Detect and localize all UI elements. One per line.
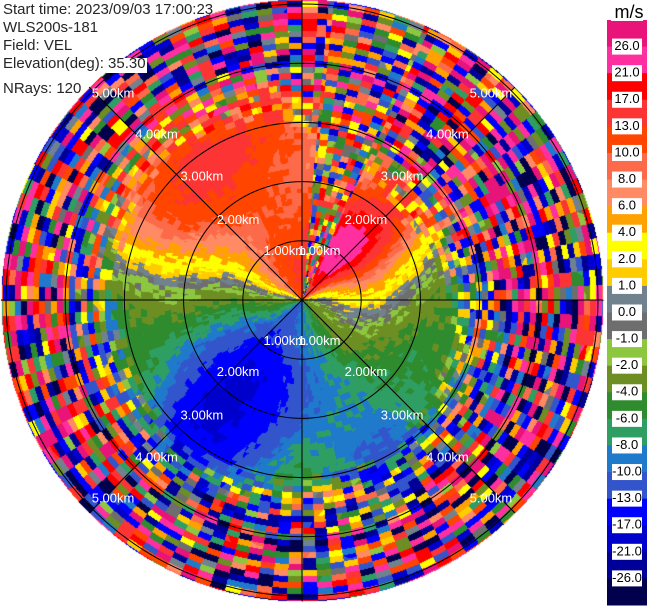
- svg-text:2.00km: 2.00km: [345, 212, 388, 227]
- svg-text:5.00km: 5.00km: [92, 85, 135, 100]
- svg-text:2.00km: 2.00km: [217, 364, 260, 379]
- svg-text:13.0: 13.0: [614, 118, 639, 133]
- svg-text:5.00km: 5.00km: [92, 491, 135, 506]
- svg-text:-1.0: -1.0: [616, 331, 638, 346]
- svg-text:21.0: 21.0: [614, 65, 639, 80]
- svg-text:1.0: 1.0: [618, 277, 636, 292]
- svg-text:1.00km: 1.00km: [298, 243, 341, 258]
- svg-text:-2.0: -2.0: [616, 357, 638, 372]
- svg-text:3.00km: 3.00km: [181, 169, 224, 184]
- svg-text:2.00km: 2.00km: [345, 364, 388, 379]
- svg-text:4.00km: 4.00km: [426, 126, 469, 141]
- svg-text:Elevation(deg): 35.30: Elevation(deg): 35.30: [3, 55, 146, 72]
- svg-text:WLS200s-181: WLS200s-181: [3, 19, 98, 36]
- svg-text:6.0: 6.0: [618, 198, 636, 213]
- svg-text:3.00km: 3.00km: [181, 407, 224, 422]
- svg-text:5.00km: 5.00km: [470, 85, 513, 100]
- svg-text:-26.0: -26.0: [612, 570, 642, 585]
- svg-text:NRays: 120: NRays: 120: [3, 80, 81, 97]
- svg-text:8.0: 8.0: [618, 171, 636, 186]
- svg-text:-10.0: -10.0: [612, 463, 642, 478]
- svg-text:3.00km: 3.00km: [381, 169, 424, 184]
- svg-text:Field: VEL: Field: VEL: [3, 37, 72, 54]
- svg-text:3.00km: 3.00km: [381, 407, 424, 422]
- svg-text:1.00km: 1.00km: [298, 333, 341, 348]
- svg-text:-8.0: -8.0: [616, 437, 638, 452]
- svg-text:4.00km: 4.00km: [426, 450, 469, 465]
- svg-text:4.00km: 4.00km: [135, 126, 178, 141]
- svg-text:4.0: 4.0: [618, 224, 636, 239]
- svg-text:-17.0: -17.0: [612, 517, 642, 532]
- svg-text:4.00km: 4.00km: [135, 450, 178, 465]
- svg-text:m/s: m/s: [615, 2, 644, 22]
- svg-text:5.00km: 5.00km: [470, 491, 513, 506]
- svg-text:2.00km: 2.00km: [217, 212, 260, 227]
- svg-text:-21.0: -21.0: [612, 543, 642, 558]
- svg-text:Start time: 2023/09/03 17:00:2: Start time: 2023/09/03 17:00:23: [3, 1, 213, 18]
- svg-text:17.0: 17.0: [614, 91, 639, 106]
- svg-text:-6.0: -6.0: [616, 410, 638, 425]
- svg-text:2.0: 2.0: [618, 251, 636, 266]
- svg-text:10.0: 10.0: [614, 144, 639, 159]
- svg-text:0.0: 0.0: [618, 304, 636, 319]
- svg-text:-13.0: -13.0: [612, 490, 642, 505]
- svg-text:26.0: 26.0: [614, 38, 639, 53]
- svg-text:-4.0: -4.0: [616, 384, 638, 399]
